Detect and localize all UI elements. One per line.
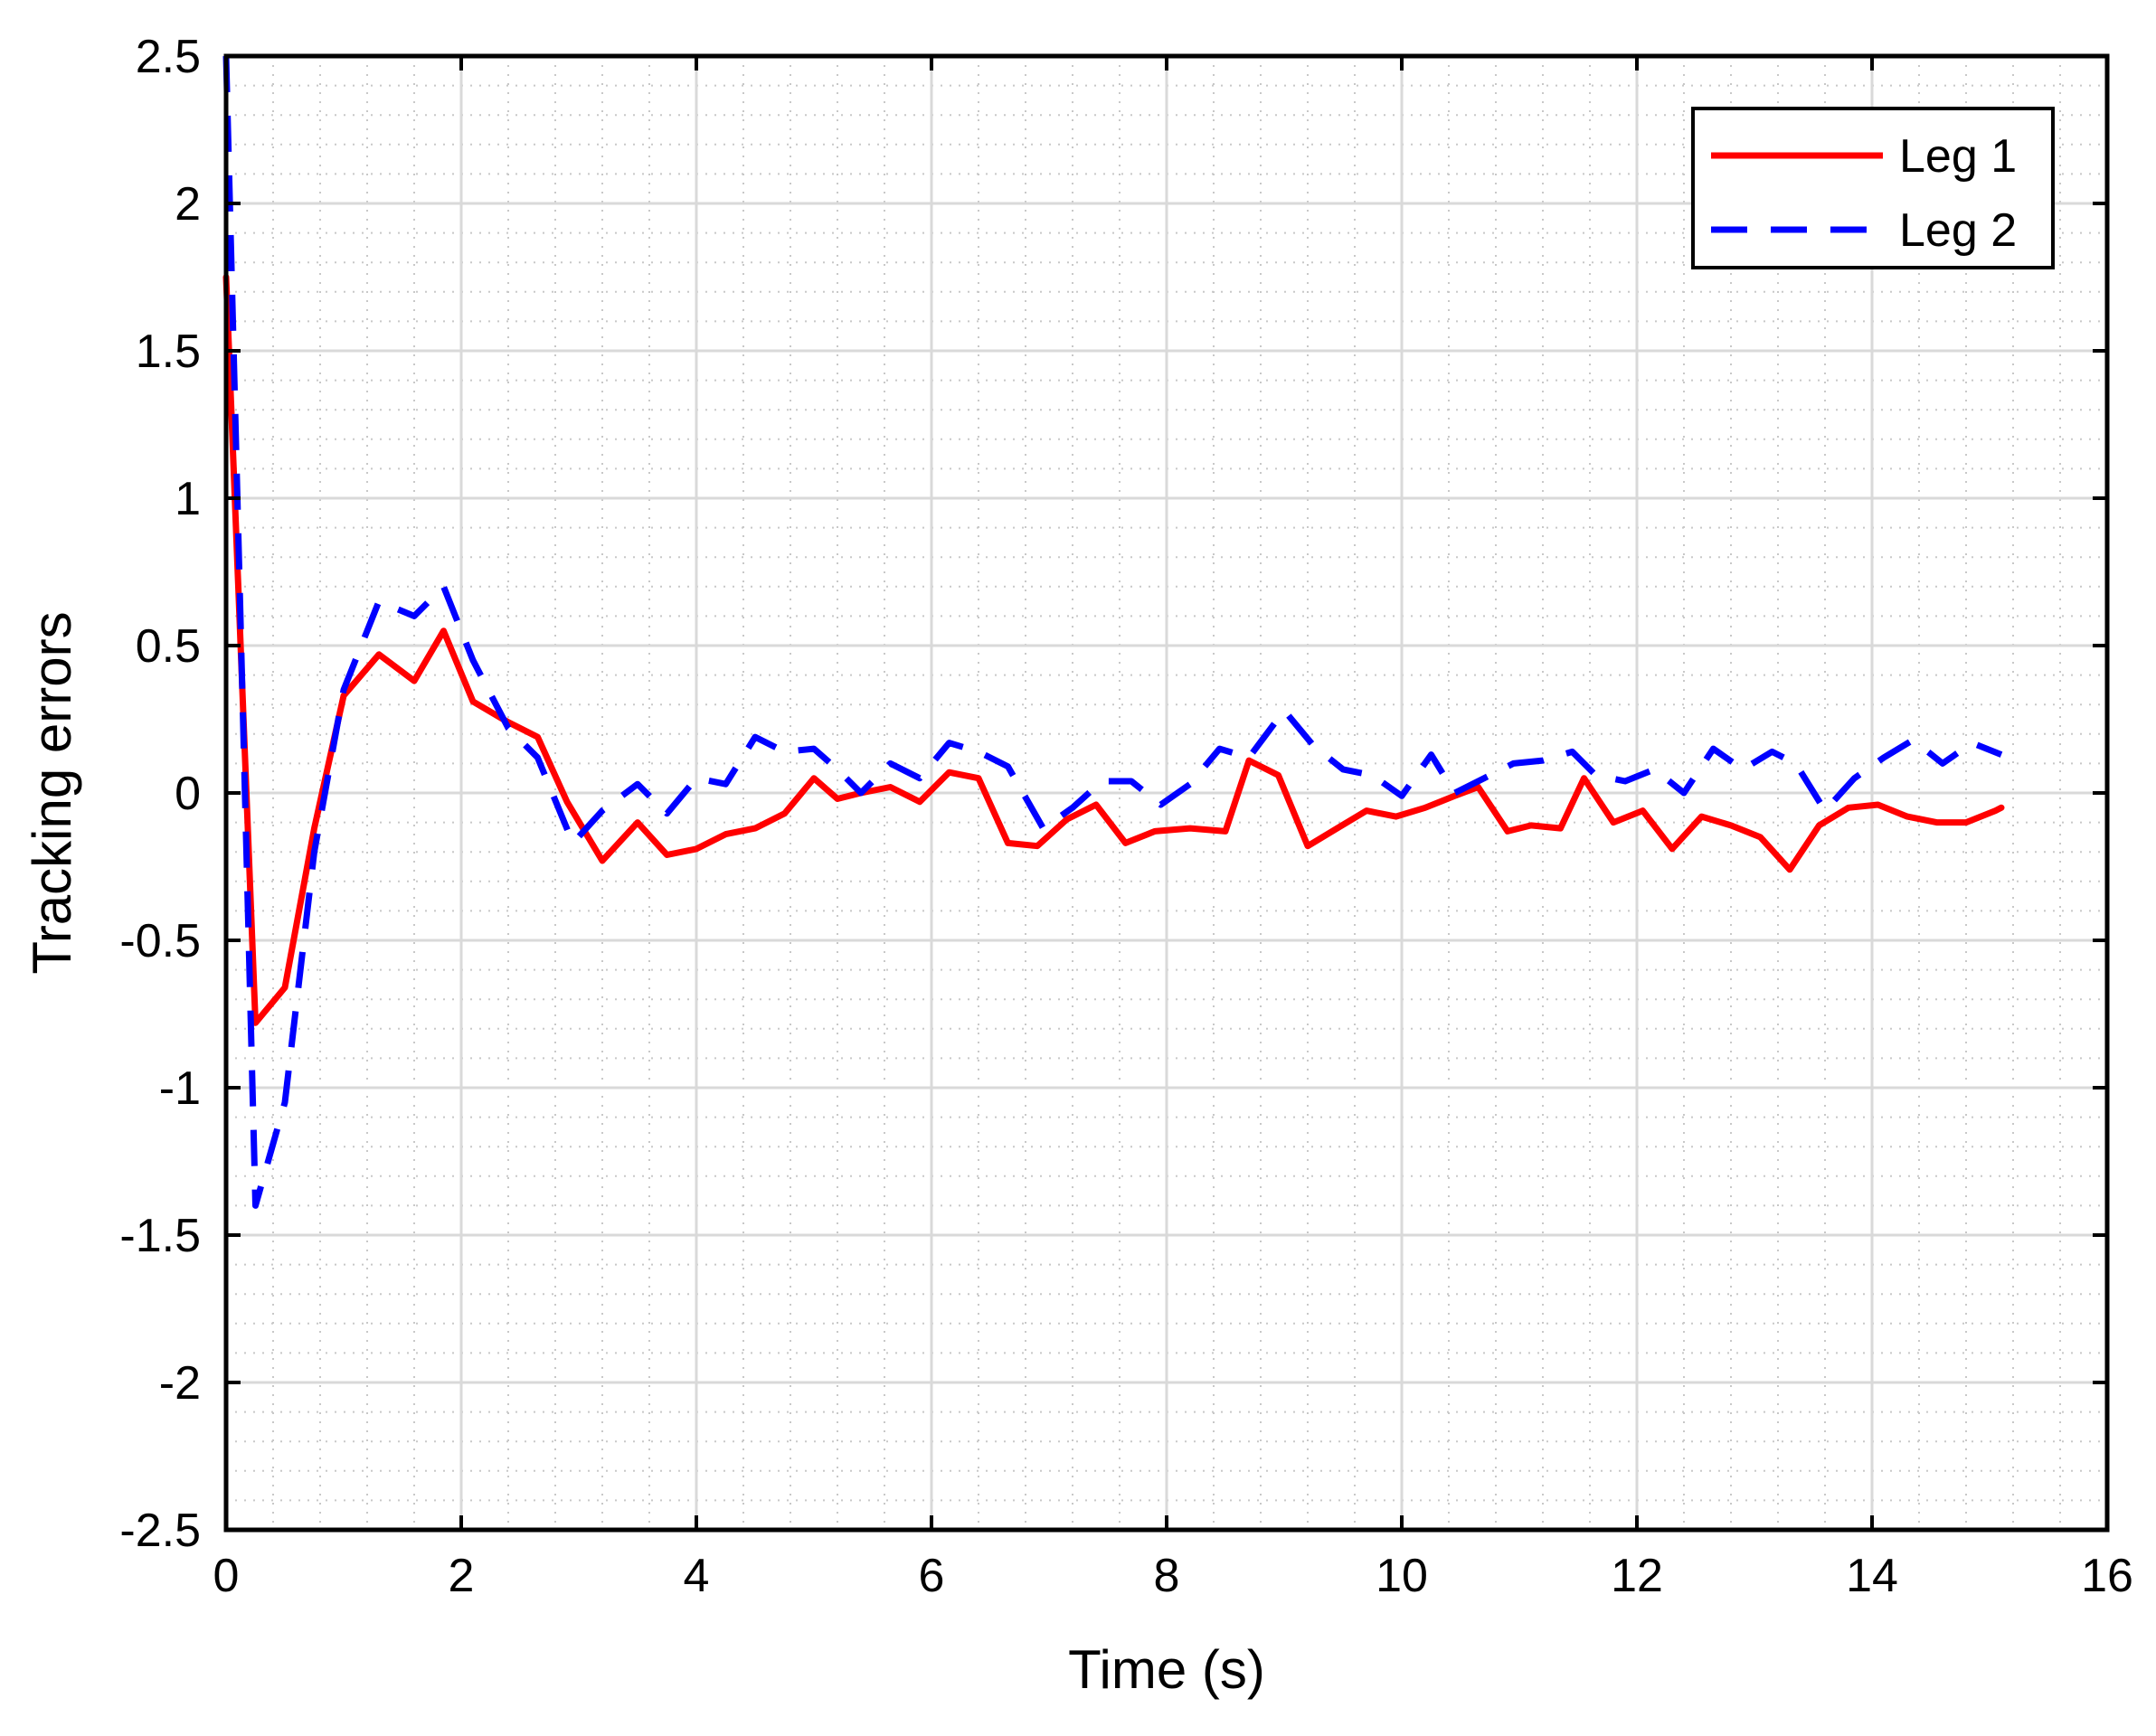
y-tick-label: 1: [175, 473, 201, 525]
y-tick-label: 1.5: [136, 326, 201, 378]
x-tick-label: 0: [213, 1550, 240, 1602]
series-line-2: [222, 55, 2003, 1209]
y-tick-label: 0.5: [136, 620, 201, 673]
y-tick-label: -2.5: [119, 1505, 201, 1557]
x-tick-label: 14: [1846, 1550, 1898, 1602]
x-tick-label: 2: [449, 1550, 475, 1602]
x-tick-label: 6: [919, 1550, 945, 1602]
x-tick-label: 10: [1376, 1550, 1428, 1602]
x-tick-labels: 0 2 4 6 8 10 12 14 16: [213, 1550, 2133, 1602]
y-tick-label: -0.5: [119, 915, 201, 967]
legend: Leg 1 Leg 2: [1691, 107, 2055, 269]
y-axis-title: Tracking errors: [22, 611, 82, 974]
legend-label-2: Leg 2: [1899, 204, 2017, 257]
x-tick-label: 16: [2081, 1550, 2133, 1602]
tick-marks: [224, 54, 2109, 1532]
major-grid: [224, 54, 2109, 1532]
y-tick-label: 2.5: [136, 31, 201, 83]
y-tick-label: 0: [175, 768, 201, 820]
y-tick-label: 2: [175, 178, 201, 231]
y-tick-labels: 2.5 2 1.5 1 0.5 0 -0.5 -1 -1.5 -2 -2.5: [119, 31, 201, 1557]
series-line-1: [222, 274, 2005, 1026]
x-tick-label: 12: [1611, 1550, 1663, 1602]
x-tick-label: 4: [684, 1550, 710, 1602]
y-tick-label: -1.5: [119, 1210, 201, 1262]
series-layer: [222, 55, 2005, 1209]
legend-box: [1691, 107, 2055, 269]
y-tick-label: -2: [159, 1357, 201, 1410]
x-tick-label: 8: [1154, 1550, 1180, 1602]
legend-label-1: Leg 1: [1899, 130, 2017, 183]
x-axis-title: Time (s): [1068, 1639, 1265, 1700]
y-tick-label: -1: [159, 1062, 201, 1115]
